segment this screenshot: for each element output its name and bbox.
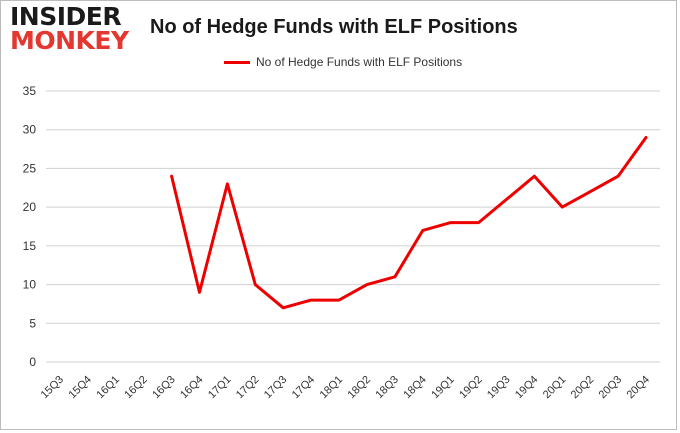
x-tick-labels: 15Q3 15Q4 16Q1 16Q2 16Q3 16Q4 17Q1 17Q2 17Q3 17Q4… — [39, 374, 653, 402]
y-tick-label: 15 — [23, 239, 37, 253]
x-tick-label: 19Q2 — [457, 374, 485, 402]
x-tick-label: 16Q4 — [178, 374, 206, 402]
y-tick-label: 0 — [29, 355, 36, 369]
x-tick-label: 20Q3 — [597, 374, 625, 402]
logo-text-monkey: MONKEY — [10, 26, 129, 55]
x-tick-label: 17Q2 — [234, 374, 262, 402]
x-tick-label: 19Q4 — [513, 374, 541, 402]
series-line-0 — [170, 136, 648, 310]
x-tick-label: 17Q3 — [262, 374, 290, 402]
x-tick-label: 19Q3 — [485, 374, 513, 402]
y-tick-label: 5 — [29, 316, 36, 330]
legend-swatch — [224, 60, 250, 64]
legend-label: No of Hedge Funds with ELF Positions — [256, 55, 463, 69]
x-tick-label: 20Q2 — [569, 374, 597, 402]
y-tick-label: 30 — [23, 123, 37, 137]
x-tick-label: 18Q2 — [346, 374, 374, 402]
y-tick-label: 20 — [23, 200, 37, 214]
x-tick-label: 19Q1 — [429, 374, 457, 402]
logo-text-insider: INSIDER — [10, 2, 122, 31]
y-tick-labels: 0 5 10 15 20 25 30 35 — [23, 84, 37, 369]
grid-lines — [46, 90, 660, 363]
insider-monkey-logo: INSIDER MONKEY — [10, 2, 129, 56]
x-tick-label: 17Q1 — [206, 374, 234, 402]
x-tick-label: 18Q4 — [401, 374, 429, 402]
x-tick-label: 16Q1 — [94, 374, 122, 402]
y-tick-label: 35 — [23, 84, 37, 98]
y-tick-label: 10 — [23, 278, 37, 292]
x-tick-label: 15Q3 — [39, 374, 67, 402]
x-tick-label: 20Q1 — [541, 374, 569, 402]
x-tick-label: 16Q2 — [122, 374, 150, 402]
x-tick-label: 20Q4 — [625, 374, 653, 402]
x-tick-label: 18Q1 — [318, 374, 346, 402]
y-tick-label: 25 — [23, 161, 37, 175]
series-lines — [170, 136, 648, 310]
x-tick-label: 16Q3 — [150, 374, 178, 402]
x-tick-label: 15Q4 — [67, 374, 95, 402]
chart-title: No of Hedge Funds with ELF Positions — [150, 16, 518, 38]
x-tick-label: 17Q4 — [290, 374, 318, 402]
chart-legend: No of Hedge Funds with ELF Positions — [224, 54, 462, 70]
x-tick-label: 18Q3 — [373, 374, 401, 402]
